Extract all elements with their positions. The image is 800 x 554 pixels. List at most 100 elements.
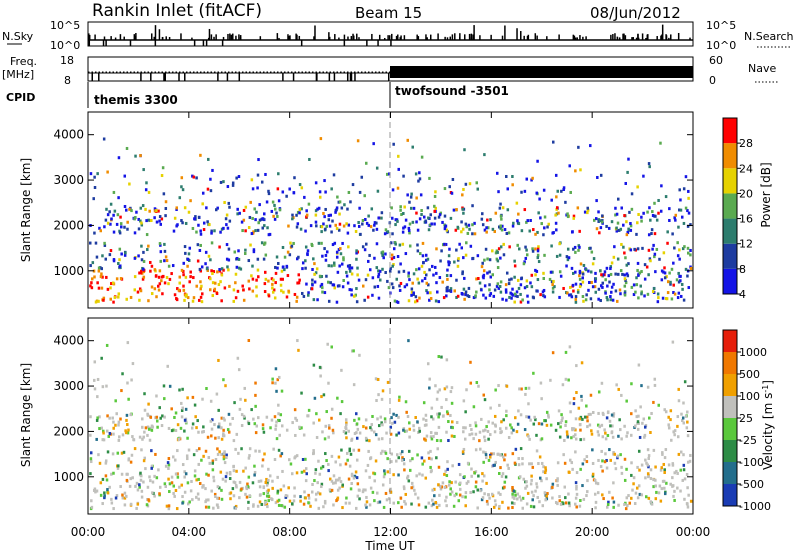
range-gate-cell [334,223,337,227]
range-gate-cell [250,178,254,182]
range-gate-cell [544,419,547,423]
range-gate-cell [515,201,519,205]
range-gate-cell [349,487,353,491]
range-gate-cell [475,181,478,185]
range-gate-cell [552,279,555,283]
range-gate-cell [491,421,494,425]
range-gate-cell [204,500,207,504]
range-gate-cell [251,264,254,268]
range-gate-cell [599,284,603,288]
range-gate-cell [485,230,488,234]
range-gate-cell [467,286,471,290]
range-gate-cell [603,460,607,464]
range-gate-cell [605,295,609,299]
range-gate-cell [427,283,430,287]
range-gate-cell [284,495,288,499]
range-gate-cell [330,345,333,349]
range-gate-cell [674,213,678,217]
range-gate-cell [147,402,150,406]
range-gate-cell [565,430,569,434]
range-gate-cell [321,430,324,434]
range-gate-cell [562,187,565,191]
freq-drop [91,73,94,81]
range-gate-cell [482,460,485,464]
range-gate-cell [428,386,431,390]
range-gate-cell [376,377,380,381]
range-gate-cell [181,188,185,192]
range-gate-cell [303,195,306,199]
range-gate-cell [312,421,315,425]
range-gate-cell [431,498,434,502]
range-gate-cell [395,433,398,437]
range-gate-cell [430,504,434,508]
nsky-drop [154,40,157,46]
power-scatter [89,137,693,304]
range-gate-cell [170,429,174,433]
range-gate-cell [186,481,190,485]
range-gate-cell [511,183,514,187]
range-gate-cell [543,253,546,257]
range-gate-cell [225,257,229,261]
range-gate-cell [392,142,395,146]
range-gate-cell [497,384,500,388]
range-gate-cell [518,387,521,391]
range-gate-cell [117,420,121,424]
range-gate-cell [489,218,492,222]
range-gate-cell [167,264,171,268]
nsky-drop [88,40,91,46]
range-gate-cell [150,424,154,428]
range-gate-cell [338,476,341,480]
range-gate-cell [551,286,555,290]
range-gate-cell [322,393,326,397]
range-gate-cell [574,428,577,432]
range-gate-cell [402,458,405,462]
range-gate-cell [168,482,172,486]
nsky-spike [347,36,349,40]
colorbar-tick-label: 1000 [739,346,767,359]
range-gate-cell [434,190,437,194]
range-gate-cell [531,176,534,180]
range-gate-cell [254,218,257,222]
range-gate-cell [350,472,354,476]
range-gate-cell [612,452,615,456]
range-gate-cell [376,491,379,495]
range-gate-cell [190,479,193,483]
range-gate-cell [404,400,408,404]
range-gate-cell [476,488,479,492]
range-gate-cell [554,173,558,177]
range-gate-cell [199,287,202,291]
range-gate-cell [276,187,280,191]
range-gate-cell [676,254,680,258]
range-gate-cell [314,209,318,213]
range-gate-cell [410,293,413,297]
range-gate-cell [354,470,358,474]
range-gate-cell [455,208,458,212]
range-gate-cell [456,294,460,298]
range-gate-cell [277,448,281,452]
range-gate-cell [161,292,164,296]
range-gate-cell [589,297,593,301]
range-gate-cell [489,455,492,459]
range-gate-cell [117,156,121,160]
range-gate-cell [527,386,531,390]
range-gate-cell [219,280,222,284]
range-gate-cell [508,245,511,249]
range-gate-cell [417,430,420,434]
range-gate-cell [276,266,279,270]
range-gate-cell [484,296,488,300]
range-gate-cell [640,292,643,296]
range-gate-cell [418,296,421,300]
range-gate-cell [663,408,666,412]
range-gate-cell [272,214,275,218]
range-gate-cell [433,216,437,220]
range-gate-cell [212,289,216,293]
range-gate-cell [581,280,585,284]
range-gate-cell [251,481,255,485]
range-gate-cell [171,264,175,268]
range-gate-cell [399,281,403,285]
nsky-spike [645,37,647,40]
range-gate-cell [275,255,279,259]
range-gate-cell [542,271,545,275]
range-gate-cell [91,261,95,265]
range-gate-cell [467,480,470,484]
